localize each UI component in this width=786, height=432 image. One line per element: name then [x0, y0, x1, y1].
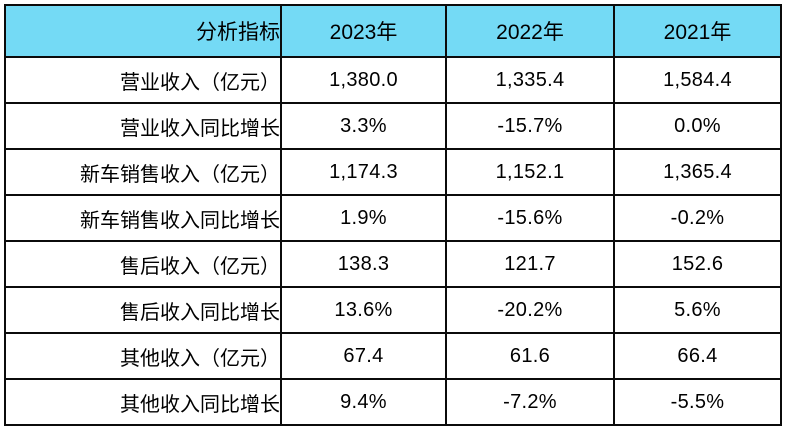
header-cell-indicator: 分析指标	[4, 4, 282, 58]
value-cell: 138.3	[280, 240, 447, 288]
value-cell: -5.5%	[613, 378, 782, 426]
row-label: 营业收入（亿元）	[4, 56, 282, 104]
row-label: 新车销售收入（亿元）	[4, 148, 282, 196]
row-label: 其他收入同比增长	[4, 378, 282, 426]
table-row-newcar-growth: 新车销售收入同比增长 1.9% -15.6% -0.2%	[4, 194, 782, 242]
value-cell: 9.4%	[280, 378, 447, 426]
value-cell: 1,152.1	[445, 148, 615, 196]
value-cell: 121.7	[445, 240, 615, 288]
row-label: 新车销售收入同比增长	[4, 194, 282, 242]
value-cell: 1,365.4	[613, 148, 782, 196]
row-label: 售后收入（亿元）	[4, 240, 282, 288]
value-cell: 66.4	[613, 332, 782, 380]
value-cell: 5.6%	[613, 286, 782, 334]
value-cell: 1,174.3	[280, 148, 447, 196]
value-cell: -15.6%	[445, 194, 615, 242]
table-header-row: 分析指标 2023年 2022年 2021年	[4, 4, 782, 58]
table-row-aftersales-revenue: 售后收入（亿元） 138.3 121.7 152.6	[4, 240, 782, 288]
value-cell: 67.4	[280, 332, 447, 380]
value-cell: 3.3%	[280, 102, 447, 150]
header-cell-year-2023: 2023年	[280, 4, 447, 58]
row-label: 售后收入同比增长	[4, 286, 282, 334]
value-cell: -20.2%	[445, 286, 615, 334]
value-cell: 1,380.0	[280, 56, 447, 104]
value-cell: 13.6%	[280, 286, 447, 334]
value-cell: 152.6	[613, 240, 782, 288]
value-cell: 1,584.4	[613, 56, 782, 104]
table-row-other-growth: 其他收入同比增长 9.4% -7.2% -5.5%	[4, 378, 782, 426]
row-label: 其他收入（亿元）	[4, 332, 282, 380]
table-row-revenue: 营业收入（亿元） 1,380.0 1,335.4 1,584.4	[4, 56, 782, 104]
value-cell: 0.0%	[613, 102, 782, 150]
analysis-table: 分析指标 2023年 2022年 2021年 营业收入（亿元） 1,380.0 …	[4, 4, 782, 426]
value-cell: -15.7%	[445, 102, 615, 150]
analysis-table-container: 分析指标 2023年 2022年 2021年 营业收入（亿元） 1,380.0 …	[4, 4, 782, 428]
value-cell: 1.9%	[280, 194, 447, 242]
value-cell: -7.2%	[445, 378, 615, 426]
table-row-newcar-revenue: 新车销售收入（亿元） 1,174.3 1,152.1 1,365.4	[4, 148, 782, 196]
table-row-aftersales-growth: 售后收入同比增长 13.6% -20.2% 5.6%	[4, 286, 782, 334]
table-row-other-revenue: 其他收入（亿元） 67.4 61.6 66.4	[4, 332, 782, 380]
value-cell: 1,335.4	[445, 56, 615, 104]
header-cell-year-2021: 2021年	[613, 4, 782, 58]
header-cell-year-2022: 2022年	[445, 4, 615, 58]
value-cell: 61.6	[445, 332, 615, 380]
table-row-revenue-growth: 营业收入同比增长 3.3% -15.7% 0.0%	[4, 102, 782, 150]
value-cell: -0.2%	[613, 194, 782, 242]
row-label: 营业收入同比增长	[4, 102, 282, 150]
